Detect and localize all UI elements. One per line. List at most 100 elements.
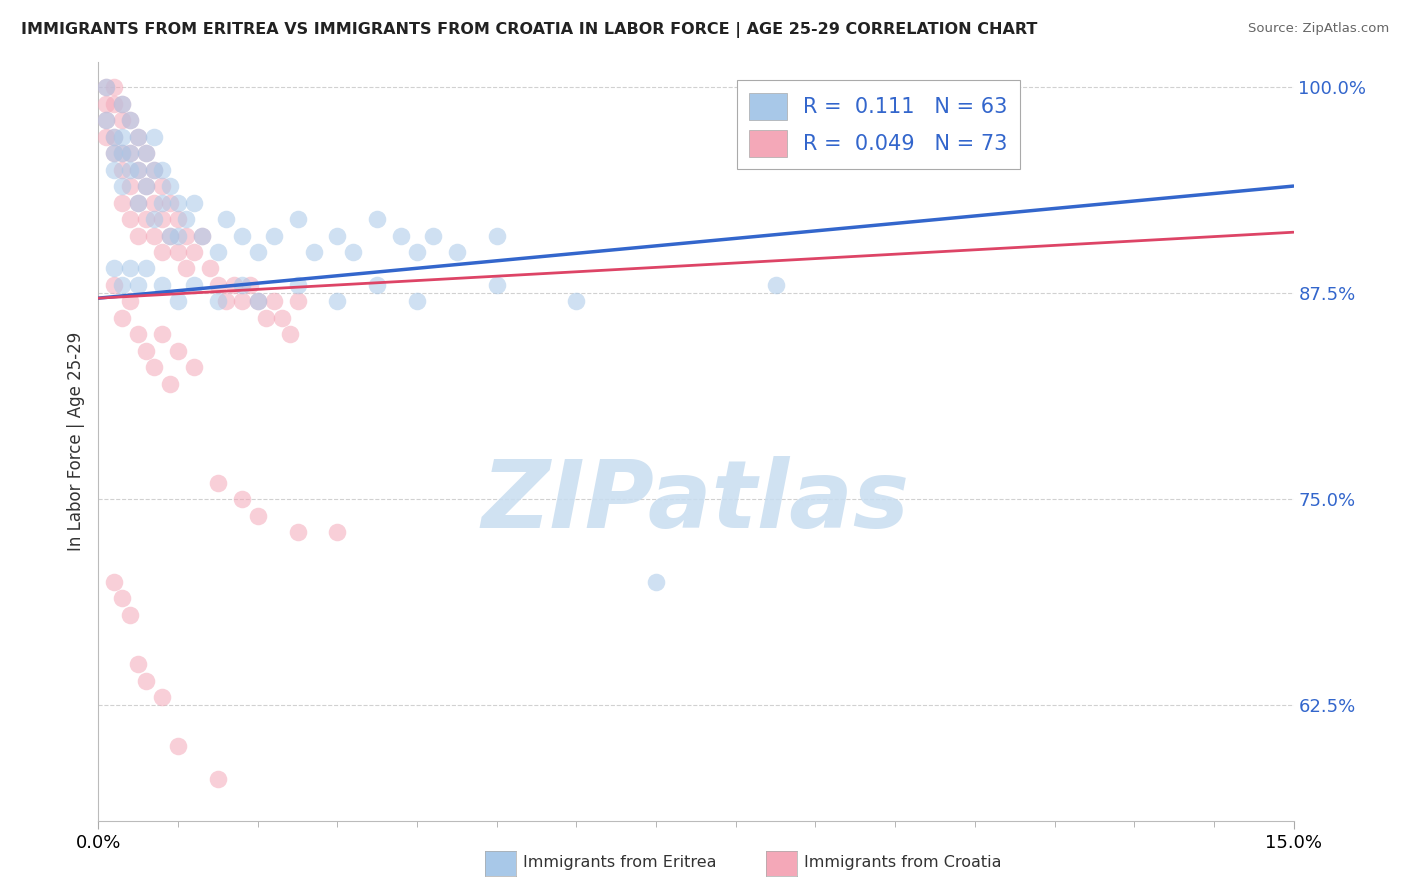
Point	[485, 277, 508, 292]
Point	[96, 113, 118, 128]
Point	[127, 195, 149, 210]
Point	[135, 179, 157, 194]
Point	[287, 277, 309, 292]
Point	[135, 146, 157, 161]
Point	[231, 277, 253, 292]
Point	[103, 162, 125, 177]
Point	[127, 162, 149, 177]
Point	[231, 492, 253, 507]
Point	[389, 228, 412, 243]
Point	[127, 195, 149, 210]
Point	[287, 212, 309, 227]
Point	[111, 162, 134, 177]
Point	[103, 574, 125, 589]
Y-axis label: In Labor Force | Age 25-29: In Labor Force | Age 25-29	[66, 332, 84, 551]
Point	[143, 129, 166, 144]
Point	[127, 277, 149, 292]
Point	[150, 690, 173, 704]
Point	[191, 228, 214, 243]
Point	[150, 327, 173, 342]
Point	[127, 327, 149, 342]
Point	[207, 475, 229, 490]
Point	[111, 96, 134, 111]
Point	[127, 129, 149, 144]
Point	[207, 244, 229, 259]
Point	[120, 162, 142, 177]
Point	[159, 376, 181, 391]
Point	[120, 294, 142, 309]
Point	[231, 228, 253, 243]
Point	[143, 360, 166, 375]
Point	[103, 277, 125, 292]
Point	[263, 228, 285, 243]
Point	[111, 113, 134, 128]
Point	[135, 343, 157, 358]
Point	[270, 310, 292, 325]
Point	[111, 146, 134, 161]
Point	[183, 360, 205, 375]
Point	[103, 146, 125, 161]
Point	[183, 244, 205, 259]
Point	[111, 129, 134, 144]
Point	[135, 179, 157, 194]
Point	[191, 228, 214, 243]
Point	[174, 228, 197, 243]
Point	[167, 244, 190, 259]
Point	[239, 277, 262, 292]
Point	[287, 294, 309, 309]
Point	[150, 195, 173, 210]
Point	[422, 228, 444, 243]
Point	[246, 294, 269, 309]
Point	[326, 525, 349, 540]
Point	[246, 244, 269, 259]
Point	[207, 277, 229, 292]
Legend: R =  0.111   N = 63, R =  0.049   N = 73: R = 0.111 N = 63, R = 0.049 N = 73	[737, 80, 1021, 169]
Point	[326, 294, 349, 309]
Point	[143, 228, 166, 243]
Point	[111, 310, 134, 325]
Point	[111, 179, 134, 194]
Point	[645, 574, 668, 589]
Point	[103, 129, 125, 144]
Point	[103, 261, 125, 276]
Point	[485, 228, 508, 243]
Point	[127, 129, 149, 144]
Point	[198, 261, 221, 276]
Point	[406, 244, 429, 259]
Point	[111, 96, 134, 111]
Point	[96, 96, 118, 111]
Point	[287, 525, 309, 540]
Point	[183, 195, 205, 210]
Point	[135, 212, 157, 227]
Point	[127, 657, 149, 671]
Point	[120, 146, 142, 161]
Point	[246, 508, 269, 523]
Point	[96, 129, 118, 144]
Point	[143, 162, 166, 177]
Point	[111, 195, 134, 210]
Point	[207, 772, 229, 787]
Point	[174, 212, 197, 227]
Point	[96, 80, 118, 95]
Point	[167, 343, 190, 358]
Point	[143, 195, 166, 210]
Point	[111, 146, 134, 161]
Point	[167, 228, 190, 243]
Point	[135, 261, 157, 276]
Point	[96, 80, 118, 95]
Point	[159, 195, 181, 210]
Point	[103, 96, 125, 111]
Point	[143, 212, 166, 227]
Text: Source: ZipAtlas.com: Source: ZipAtlas.com	[1249, 22, 1389, 36]
Point	[120, 212, 142, 227]
Point	[765, 277, 787, 292]
Point	[342, 244, 364, 259]
Point	[96, 113, 118, 128]
Point	[254, 310, 277, 325]
Point	[150, 277, 173, 292]
Text: Immigrants from Croatia: Immigrants from Croatia	[804, 855, 1001, 870]
Point	[159, 228, 181, 243]
Point	[167, 294, 190, 309]
Point	[366, 212, 388, 227]
Point	[246, 294, 269, 309]
